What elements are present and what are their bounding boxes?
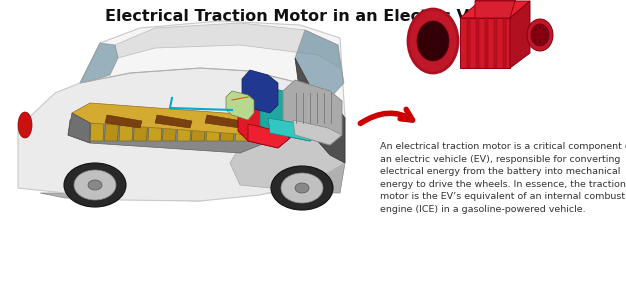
Ellipse shape <box>74 170 116 200</box>
Polygon shape <box>220 123 235 141</box>
Polygon shape <box>283 80 342 145</box>
Polygon shape <box>248 124 290 148</box>
Polygon shape <box>177 123 191 141</box>
Polygon shape <box>192 123 205 141</box>
Circle shape <box>543 39 546 42</box>
Polygon shape <box>68 108 270 153</box>
Circle shape <box>534 28 537 31</box>
Polygon shape <box>295 30 344 98</box>
Polygon shape <box>235 123 249 141</box>
Ellipse shape <box>531 24 549 46</box>
Polygon shape <box>242 70 278 113</box>
Circle shape <box>538 41 541 44</box>
Polygon shape <box>163 123 177 141</box>
Circle shape <box>532 33 535 37</box>
Polygon shape <box>293 120 342 145</box>
Polygon shape <box>119 123 133 141</box>
Polygon shape <box>494 18 497 68</box>
Polygon shape <box>467 18 470 68</box>
Polygon shape <box>148 123 162 141</box>
Ellipse shape <box>271 166 333 210</box>
Circle shape <box>545 33 548 37</box>
Polygon shape <box>268 118 320 141</box>
Polygon shape <box>105 123 118 141</box>
Polygon shape <box>105 115 142 128</box>
Polygon shape <box>503 18 506 68</box>
Circle shape <box>543 28 546 31</box>
Circle shape <box>538 26 541 29</box>
Polygon shape <box>230 95 345 188</box>
Polygon shape <box>238 97 290 148</box>
Ellipse shape <box>295 183 309 193</box>
Polygon shape <box>475 1 515 18</box>
Polygon shape <box>206 123 220 141</box>
Ellipse shape <box>88 180 102 190</box>
Text: An electrical traction motor is a critical component of
an electric vehicle (EV): An electrical traction motor is a critic… <box>380 142 626 214</box>
Polygon shape <box>155 115 192 128</box>
Polygon shape <box>476 18 479 68</box>
Ellipse shape <box>408 9 458 73</box>
Polygon shape <box>68 113 90 143</box>
Ellipse shape <box>18 112 32 138</box>
Polygon shape <box>72 103 268 135</box>
Ellipse shape <box>527 19 553 51</box>
Polygon shape <box>80 43 118 83</box>
Polygon shape <box>18 68 345 201</box>
Polygon shape <box>295 58 345 163</box>
Polygon shape <box>510 1 530 68</box>
Ellipse shape <box>281 173 323 203</box>
Polygon shape <box>475 0 525 1</box>
Polygon shape <box>133 123 148 141</box>
Polygon shape <box>460 1 530 18</box>
Polygon shape <box>226 91 254 120</box>
Text: Electrical Traction Motor in an Electric Vehicle: Electrical Traction Motor in an Electric… <box>105 9 521 24</box>
Polygon shape <box>485 18 488 68</box>
Polygon shape <box>40 163 345 201</box>
FancyArrowPatch shape <box>361 109 413 123</box>
Polygon shape <box>80 21 345 118</box>
Ellipse shape <box>417 21 449 61</box>
Polygon shape <box>205 115 242 128</box>
Ellipse shape <box>64 163 126 207</box>
Polygon shape <box>460 18 510 68</box>
Circle shape <box>534 39 537 42</box>
Polygon shape <box>115 23 340 68</box>
Polygon shape <box>260 88 320 141</box>
Polygon shape <box>90 123 104 141</box>
